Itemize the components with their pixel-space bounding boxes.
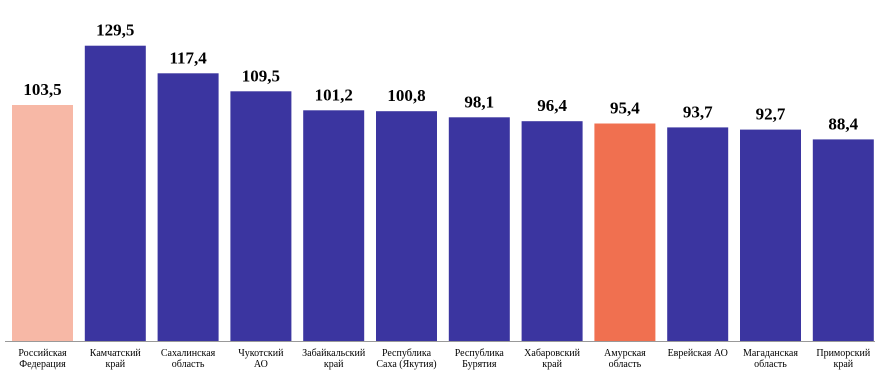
- value-label-3: 117,4: [169, 48, 207, 67]
- category-label-12: Приморский край: [816, 348, 871, 370]
- value-label-2: 129,5: [96, 21, 134, 40]
- bar-9: [594, 123, 656, 341]
- category-label-3: Сахалинская область: [161, 348, 216, 370]
- category-label-10: Еврейская АО: [668, 348, 728, 359]
- bar-10: [667, 127, 729, 342]
- value-label-7: 98,1: [464, 92, 494, 111]
- category-label-7: Республика Бурятия: [455, 348, 505, 370]
- bar-3: [157, 73, 219, 342]
- bar-8: [521, 121, 583, 341]
- value-label-4: 109,5: [242, 66, 280, 85]
- value-label-12: 88,4: [828, 114, 858, 133]
- value-label-6: 100,8: [387, 86, 425, 105]
- bar-4: [230, 91, 292, 341]
- category-label-8: Хабаровский край: [524, 348, 580, 370]
- category-label-2: Камчатский край: [90, 348, 142, 370]
- bar-6: [376, 111, 437, 341]
- bar-1: [12, 105, 73, 341]
- bar-5: [303, 110, 365, 341]
- value-label-11: 92,7: [756, 105, 786, 124]
- bar-7: [448, 117, 510, 341]
- bars-group: [12, 45, 874, 342]
- bar-12: [812, 139, 874, 341]
- category-label-11: Магаданская область: [743, 348, 798, 370]
- category-label-9: Амурская область: [604, 348, 646, 370]
- category-label-6: Республика Саха (Якутия): [376, 348, 436, 370]
- category-label-5: Забайкальский край: [302, 348, 366, 370]
- value-label-8: 96,4: [537, 96, 567, 115]
- category-labels-group: Российская Федерация Камчатский край Сахалин…: [18, 348, 871, 370]
- bar-11: [740, 129, 801, 341]
- category-label-1: Российская Федерация: [18, 348, 67, 370]
- value-labels-group: 103,5 129,5 117,4 109,5 101,2 100,8 98,1 96,4 95…: [23, 21, 858, 134]
- bar-2: [84, 45, 146, 341]
- value-label-9: 95,4: [610, 99, 640, 118]
- category-label-4: Чукотский АО: [238, 348, 284, 370]
- value-label-10: 93,7: [683, 102, 713, 121]
- value-label-1: 103,5: [23, 80, 61, 99]
- value-label-5: 101,2: [315, 85, 353, 104]
